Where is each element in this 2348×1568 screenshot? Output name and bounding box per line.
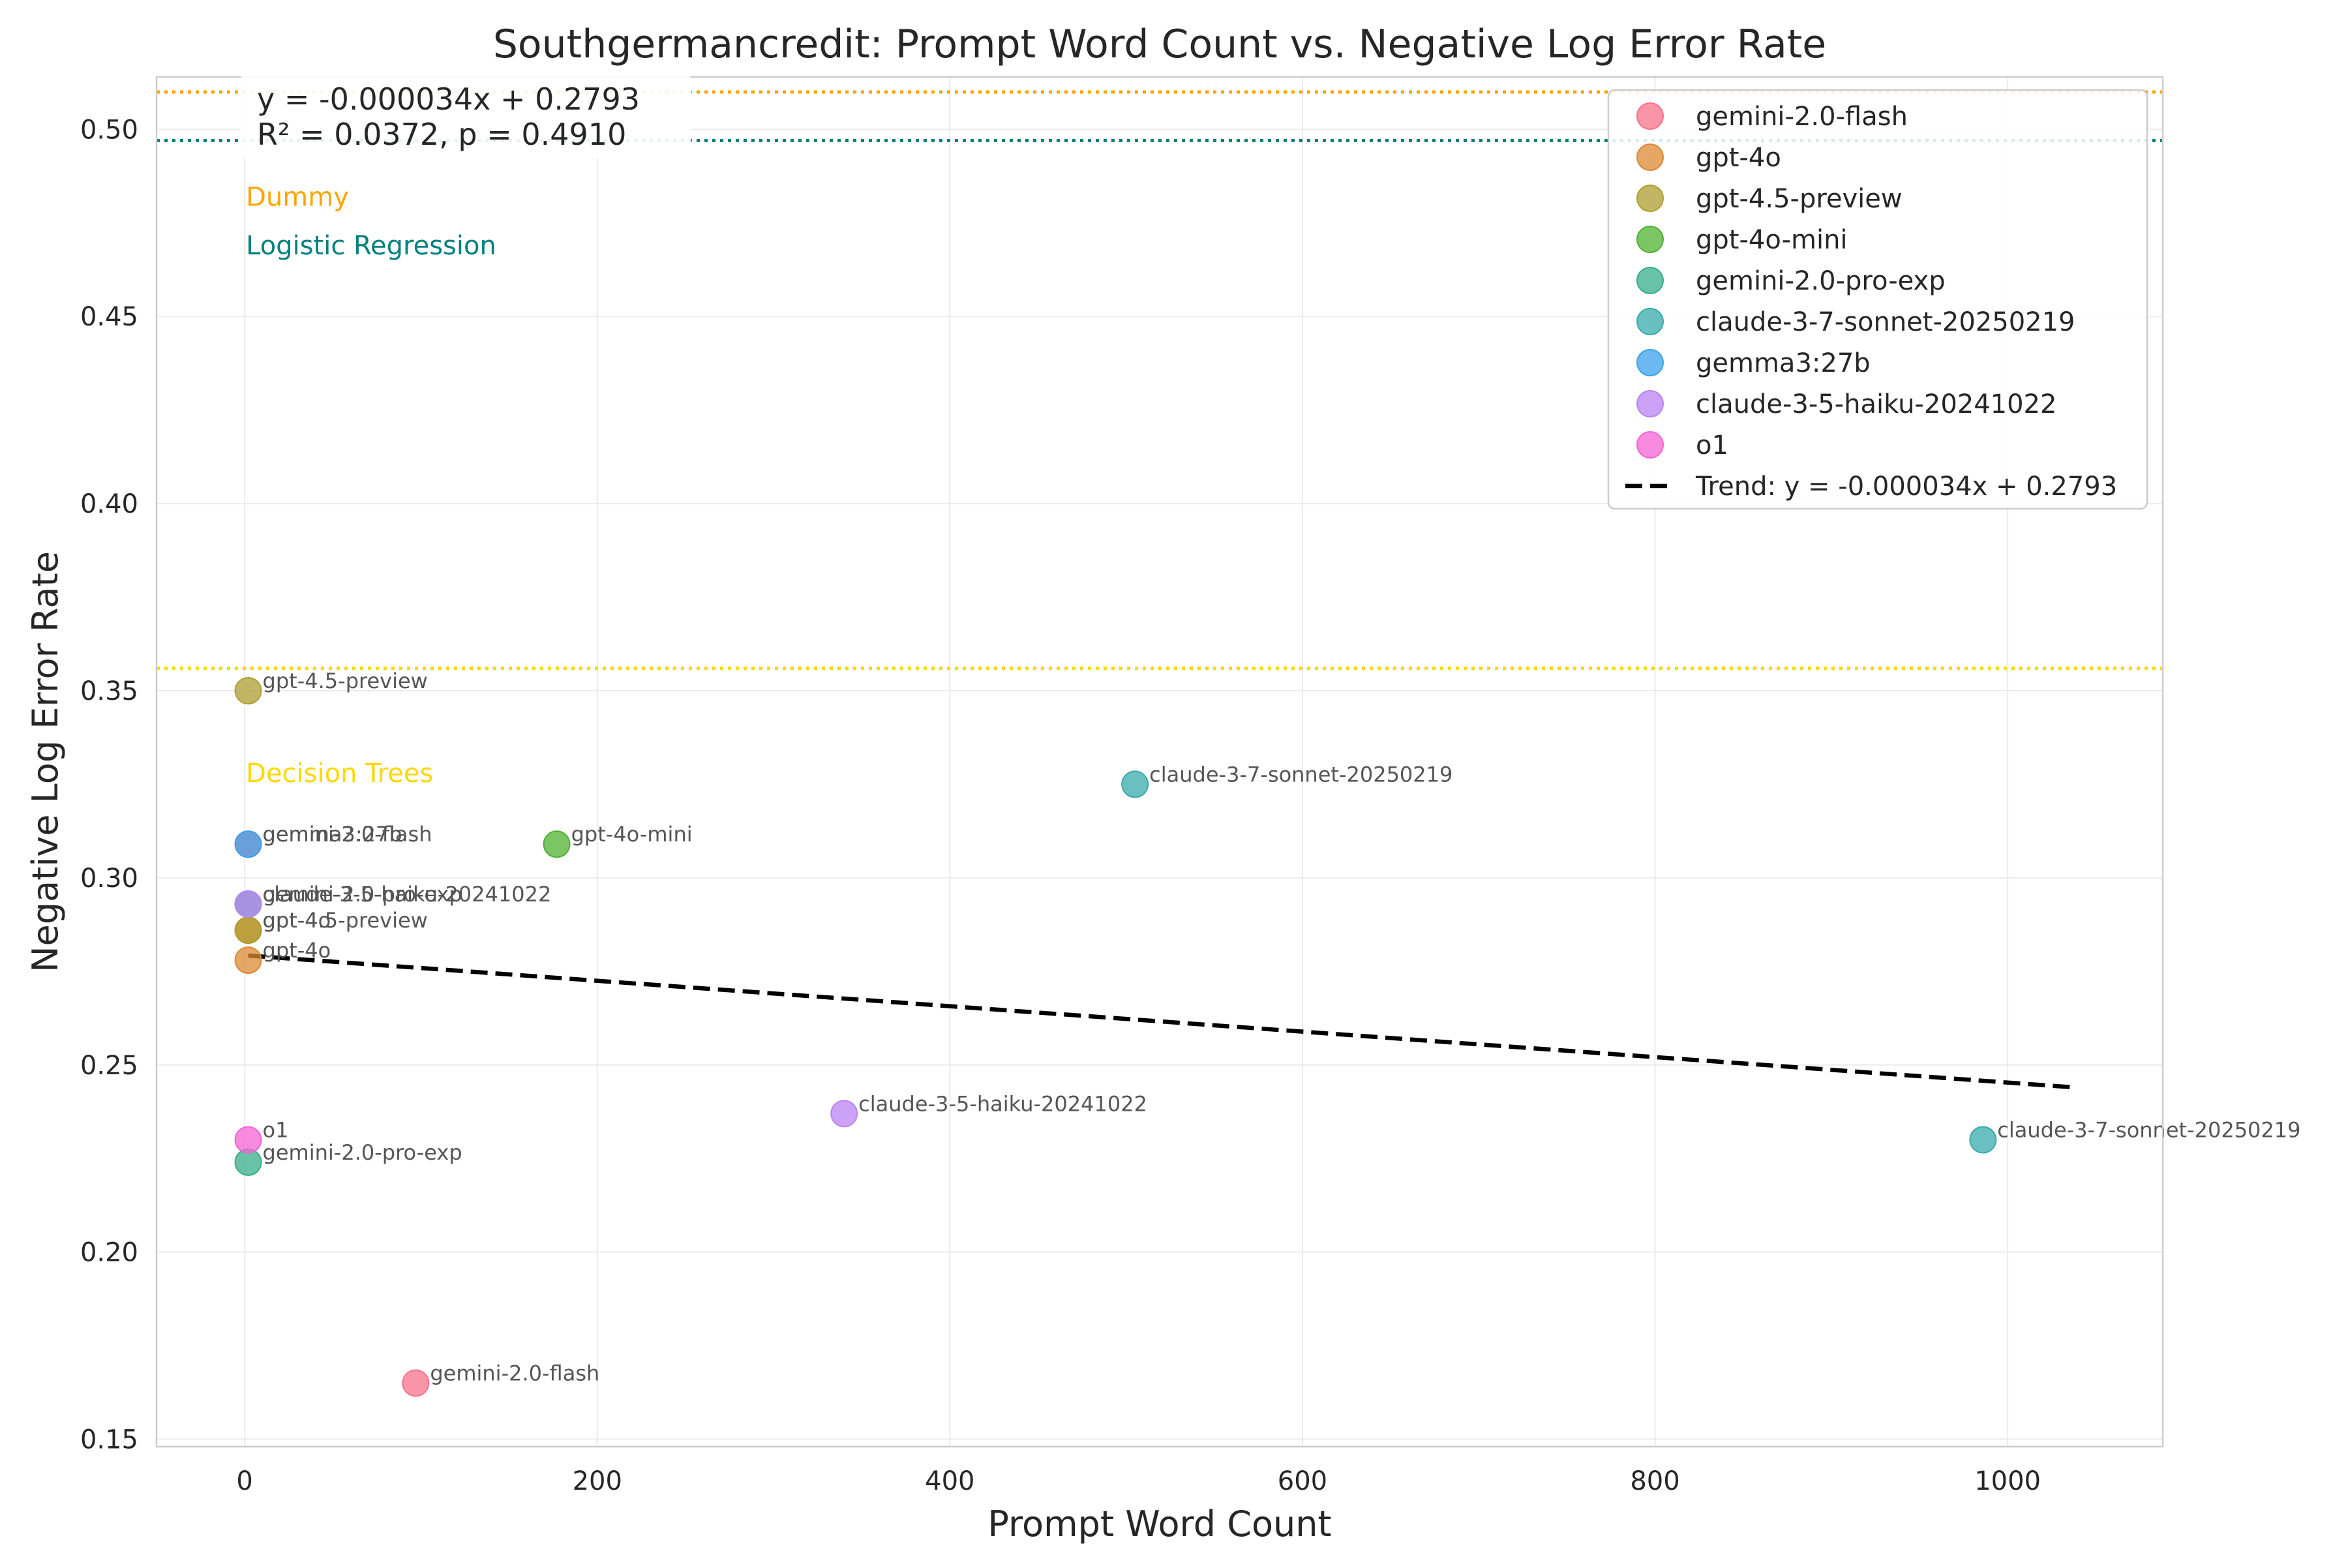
legend-entry: gemini-2.0-flash [1696, 102, 1908, 132]
legend-entry: gpt-4.5-preview [1696, 184, 1903, 214]
y-tick-label: 0.40 [80, 489, 138, 519]
stats-box: y = -0.000034x + 0.2793 R² = 0.0372, p =… [240, 73, 691, 158]
point-label: gemma3:27b [263, 822, 402, 847]
point-label: claude-3-7-sonnet-20250219 [1997, 1118, 2300, 1143]
legend-marker [1636, 102, 1664, 130]
stats-r-squared: R² = 0.0372, p = 0.4910 [257, 117, 626, 152]
data-point [234, 890, 262, 918]
y-tick-label: 0.45 [80, 302, 138, 332]
y-tick-label: 0.50 [80, 115, 138, 145]
y-tick-label: 0.15 [80, 1425, 138, 1455]
x-tick-label: 400 [925, 1466, 974, 1496]
x-tick-label: 0 [236, 1466, 252, 1496]
point-label: gpt-4o-mini [571, 822, 693, 847]
point-label: gemini-2.0-pro-exp [263, 1140, 462, 1165]
legend-entry: o1 [1696, 430, 1728, 460]
baseline-label: Dummy [246, 183, 349, 213]
point-label: o1 [263, 1118, 289, 1143]
trend-layer [248, 953, 2071, 1089]
point-label: claude-3-5-haiku-20241022 [858, 1091, 1147, 1116]
point-label: gemini-2.0-flash [263, 822, 432, 847]
grid [157, 77, 2163, 1447]
y-tick-label: 0.25 [80, 1051, 138, 1081]
point-label: gpt-4.5-preview [263, 669, 428, 693]
legend-entry: gemini-2.0-pro-exp [1696, 266, 1946, 296]
legend-items: gemini-2.0-flash gpt-4o gpt-4.5-preview gpt… [1625, 102, 2117, 502]
data-point [234, 916, 262, 944]
data-point [1969, 1126, 1997, 1154]
stats-equation: y = -0.000034x + 0.2793 [257, 82, 640, 117]
point-label: gemini-2.0-pro-exp [263, 882, 462, 907]
point-labels: gemini-2.0-flashgemini-2.0-flashgpt-4ogp… [263, 669, 2301, 1385]
x-tick-label: 1000 [1974, 1466, 2041, 1496]
data-point [234, 946, 262, 974]
y-tick-label: 0.30 [80, 864, 138, 894]
point-label: gpt-4.5-preview [263, 908, 428, 933]
x-tick-label: 200 [573, 1466, 622, 1496]
data-point [1121, 770, 1149, 798]
axis-ticks: 0 200 400 600 800 1000 0.15 0.20 0.25 0.30 0.35 0.4… [80, 115, 2041, 1496]
legend-entry: gpt-4o-mini [1696, 225, 1848, 255]
legend-marker [1636, 185, 1664, 212]
legend-entry: Trend: y = -0.000034x + 0.2793 [1695, 472, 2117, 502]
x-tick-label: 600 [1278, 1466, 1327, 1496]
point-label: gpt-4o [263, 938, 331, 963]
y-tick-label: 0.35 [80, 676, 138, 706]
y-tick-label: 0.20 [80, 1238, 138, 1268]
data-point [234, 1126, 262, 1154]
legend: gemini-2.0-flash gpt-4o gpt-4.5-preview gpt… [1607, 89, 2148, 510]
legend-entry: claude-3-5-haiku-20241022 [1696, 389, 2056, 419]
baselines: Dummy Logistic Regression Decision Trees [157, 90, 2163, 789]
trend-line [248, 953, 2071, 1089]
legend-marker [1636, 431, 1664, 459]
data-point [543, 830, 571, 858]
point-label: claude-3-7-sonnet-20250219 [1149, 762, 1452, 787]
point-label: gpt-4o [263, 908, 331, 933]
data-points [234, 676, 1997, 1397]
legend-frame [1607, 89, 2148, 510]
legend-entry: gpt-4o [1696, 143, 1781, 173]
data-point [402, 1369, 430, 1397]
x-axis-label: Prompt Word Count [987, 1503, 1331, 1545]
baseline-label: Logistic Regression [246, 231, 496, 261]
data-point [830, 1100, 858, 1128]
data-point [234, 830, 262, 858]
legend-marker [1636, 349, 1664, 376]
y-axis-label: Negative Log Error Rate [25, 551, 66, 972]
legend-marker [1636, 226, 1664, 253]
legend-marker [1636, 267, 1664, 294]
chart-title: Southgermancredit: Prompt Word Count vs.… [493, 22, 1826, 67]
legend-marker [1636, 143, 1664, 171]
baseline-label: Decision Trees [246, 759, 433, 789]
legend-marker [1636, 308, 1664, 335]
legend-entry: claude-3-7-sonnet-20250219 [1696, 307, 2075, 337]
stats-box-background [240, 73, 691, 158]
x-tick-label: 800 [1630, 1466, 1679, 1496]
plot-frame [155, 76, 2164, 1448]
point-label: claude-3-5-haiku-20241022 [263, 882, 552, 907]
data-point [234, 676, 262, 704]
legend-marker [1636, 390, 1664, 417]
legend-entry: gemma3:27b [1696, 348, 1871, 378]
point-label: gemini-2.0-flash [430, 1361, 599, 1385]
